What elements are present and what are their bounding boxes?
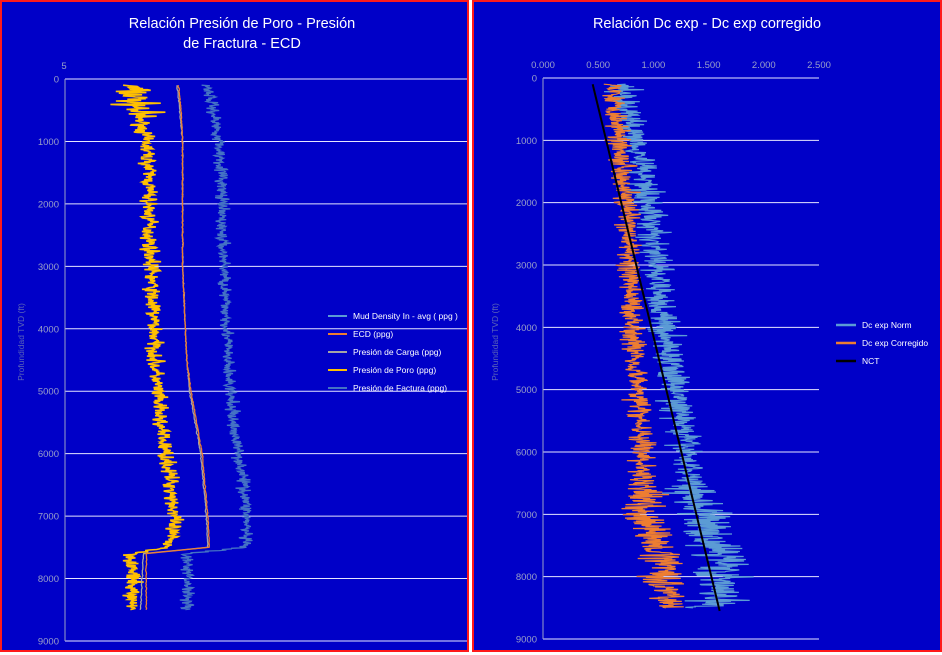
- right-x-tick-label: 2.500: [807, 60, 831, 71]
- right-y-tick-label: 6000: [516, 448, 537, 459]
- left-y-tick-label: 2000: [38, 199, 59, 210]
- left-y-tick-label: 4000: [38, 324, 59, 335]
- right-x-tick-label: 1.500: [697, 60, 721, 71]
- left-y-tick-label: 0: [54, 75, 59, 86]
- right-x-tick-label: 0.000: [531, 60, 555, 71]
- right-legend-label-0: Dc exp Norm: [862, 320, 912, 330]
- left-legend-label-0: Mud Density In - avg ( ppg ): [353, 311, 458, 321]
- left-chart-svg: Relación Presión de Poro - Presión de Fr…: [16, 16, 468, 648]
- left-y-tick-label: 5000: [38, 387, 59, 398]
- left-series-line-4: [179, 84, 253, 611]
- left-legend-label-3: Presión de Poro (ppg): [353, 365, 436, 375]
- left-y-tick-label: 1000: [38, 137, 59, 148]
- left-y-tick-label: 6000: [38, 449, 59, 460]
- right-chart-panel: Relación Dc exp - Dc exp corregido Profu…: [472, 0, 942, 652]
- left-chart-panel: Relación Presión de Poro - Presión de Fr…: [0, 0, 469, 652]
- right-chart-title: Relación Dc exp - Dc exp corregido: [593, 16, 821, 32]
- right-legend-label-1: Dc exp Corregido: [862, 338, 928, 348]
- right-chart-svg: Relación Dc exp - Dc exp corregido Profu…: [490, 16, 928, 646]
- right-y-tick-label: 4000: [516, 323, 537, 334]
- right-y-tick-label: 5000: [516, 385, 537, 396]
- right-series-line-1: [602, 83, 685, 609]
- right-y-tick-label: 7000: [516, 510, 537, 521]
- right-x-tick-label: 1.000: [642, 60, 666, 71]
- left-chart-title-line2: de Fractura - ECD: [183, 36, 301, 52]
- right-nct-line: [591, 83, 721, 612]
- left-legend-label-2: Presión de Carga (ppg): [353, 347, 442, 357]
- left-y-tick-label: 9000: [38, 637, 59, 648]
- right-y-axis-title: Profundidad TVD (ft): [490, 303, 500, 381]
- left-series-line-3: [110, 84, 185, 611]
- left-series-line-1: [145, 85, 210, 610]
- left-legend-label-1: ECD (ppg): [353, 329, 393, 339]
- left-y-tick-label: 3000: [38, 262, 59, 273]
- right-y-tick-label: 0: [532, 74, 537, 85]
- right-y-tick-label: 3000: [516, 261, 537, 272]
- left-chart-title-line1: Relación Presión de Poro - Presión: [129, 16, 355, 32]
- right-y-tick-label: 9000: [516, 635, 537, 646]
- right-x-tick-label: 2.000: [752, 60, 776, 71]
- right-series-line-0: [603, 83, 754, 609]
- left-legend-label-4: Presión de Factura (ppg): [353, 383, 447, 393]
- left-y-axis-title: Profundidad TVD (ft): [16, 303, 26, 381]
- right-legend-label-2: NCT: [862, 356, 879, 366]
- right-x-tick-label: 0.500: [586, 60, 610, 71]
- right-y-tick-label: 2000: [516, 198, 537, 209]
- left-y-tick-label: 8000: [38, 574, 59, 585]
- right-y-tick-label: 8000: [516, 572, 537, 583]
- left-top-tick-label: 5: [61, 61, 66, 72]
- right-y-tick-label: 1000: [516, 136, 537, 147]
- left-y-tick-label: 7000: [38, 512, 59, 523]
